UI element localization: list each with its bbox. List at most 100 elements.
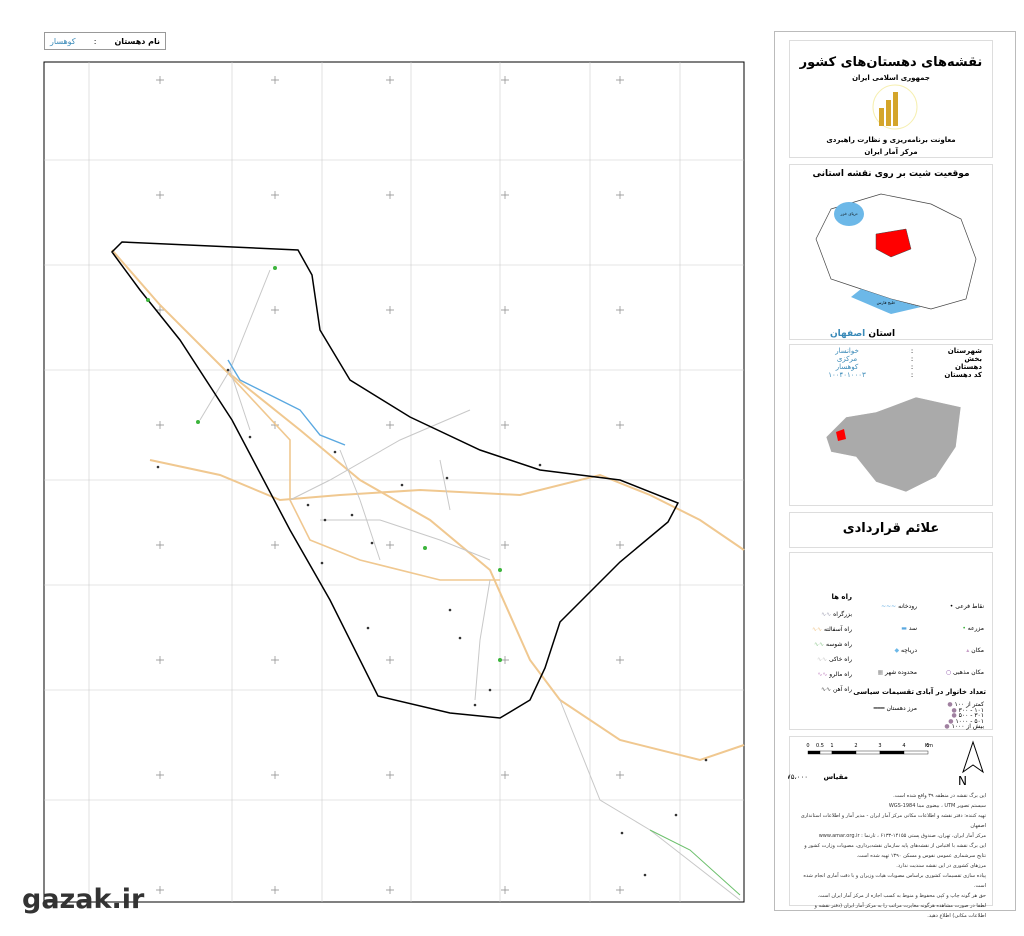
road-dirt: [199, 269, 741, 901]
legend-symbol-icon: ◆: [894, 647, 900, 654]
grid-cross: [501, 421, 509, 429]
grid-cross: [156, 191, 164, 199]
legend-symbol-icon: ∿∿: [821, 686, 832, 693]
scale-segment: [903, 750, 929, 755]
legend-symbol-icon: •: [949, 603, 954, 610]
scale-unit: Km: [925, 743, 933, 749]
note-line: پیاده سازی تقسیمات کشوری براساس مصوبات ه…: [803, 873, 986, 889]
road-asphalt: [111, 249, 745, 762]
province-label: استان: [868, 329, 896, 339]
grid-cross: [156, 306, 164, 314]
legend-symbol-icon: ▴: [966, 647, 970, 654]
legend-symbol-icon: ∿∿: [811, 626, 823, 633]
legend-box: نقاط فرعی • مزرعه • مکان ▴ مکان مذهبی ○ رودخ…: [789, 552, 993, 730]
gulf-label: خلیج فارس: [877, 300, 896, 305]
location-title: موقعیت شیت بر روی نقشه استانی: [812, 169, 970, 179]
village-point: [333, 450, 337, 454]
grid-cross: [271, 656, 279, 664]
note-line: سیستم تصویر UTM ، بیضوی مبنا WGS-1984: [888, 803, 986, 809]
grid-cross: [386, 191, 394, 199]
info-value: کوهسار: [835, 363, 859, 371]
north-arrow-icon: [962, 740, 984, 774]
village-point: [538, 463, 542, 467]
village-point: [366, 626, 370, 630]
legend-symbol-icon: ●: [944, 723, 950, 730]
legend-item: دریاچه ◆: [894, 647, 917, 654]
village-point: [400, 483, 404, 487]
grid-cross: [501, 886, 509, 894]
note-line: مرکز آمار ایران، تهران، صندوق پستی ۱۴۱۵۵…: [818, 833, 986, 839]
scale-tick: 1: [830, 743, 833, 749]
grid-cross: [386, 771, 394, 779]
admin-info: شهرستان: خوانسار بخش: مرکزی دهستان: کوهسار کد …: [790, 345, 992, 381]
grid-cross: [616, 76, 624, 84]
panel-title: نقشه‌های دهستان‌های کشور: [799, 55, 983, 70]
grid-cross: [156, 771, 164, 779]
grid-cross: [616, 656, 624, 664]
scale-segment: [831, 750, 857, 755]
admin-info-box: شهرستان: خوانسار بخش: مرکزی دهستان: کوهسار کد …: [789, 344, 993, 506]
map-notes: این برگ نقشه در منطقه ۳۹ واقع شده است. سی…: [790, 791, 992, 921]
village-point: [350, 513, 354, 517]
grid-cross: [386, 421, 394, 429]
note-line: مرزهای کشوری در این نقشه سندیت ندارد.: [896, 863, 986, 869]
scale-tick: 5: [926, 743, 929, 749]
grid-cross: [156, 541, 164, 549]
map-canvas[interactable]: [0, 0, 770, 936]
grid-cross: [156, 76, 164, 84]
village-point: [248, 435, 252, 439]
legend-item: ۵۰۱ - ۱۰۰۰ ●: [948, 717, 984, 725]
grid-lines: [44, 62, 744, 902]
village-point: [488, 688, 492, 692]
province-map: [825, 396, 962, 493]
village-points: [146, 266, 708, 877]
note-line: حق هر گونه چاپ و کپی محفوظ و منوط به کسب…: [817, 893, 986, 899]
legend-symbol-icon: ∿∿: [817, 671, 828, 678]
grid-cross: [616, 771, 624, 779]
village-point: [674, 813, 678, 817]
farm-point: [146, 298, 150, 302]
grid-cross: [501, 656, 509, 664]
info-value: مرکزی: [836, 355, 858, 363]
caspian-label: دریای خزر: [839, 211, 857, 216]
roads-title: راه ها: [831, 593, 852, 601]
note-line: این برگ نقشه در منطقه ۳۹ واقع شده است.: [893, 793, 986, 799]
rural-district-boundary: [111, 241, 680, 719]
legend-item: رودخانه ~~~: [881, 603, 917, 610]
village-point: [320, 561, 324, 565]
org-line-2: مرکز آمار ایران: [864, 148, 918, 156]
legend-item: مکان ▴: [966, 647, 984, 654]
grid-cross: [501, 191, 509, 199]
legend-symbol-icon: ●: [948, 717, 954, 725]
scale-tick: 4: [902, 743, 905, 749]
info-key: دهستان: [954, 363, 982, 371]
scale-tick: 0: [806, 743, 809, 749]
village-point: [448, 608, 452, 612]
grid-cross: [156, 886, 164, 894]
legend-item: راه خاکی ∿∿: [817, 656, 852, 663]
grid-cross: [616, 541, 624, 549]
grid-cross: [271, 76, 279, 84]
legend-symbol-icon: ∿∿: [821, 611, 832, 618]
village-point: [370, 541, 374, 545]
grid-cross: [386, 306, 394, 314]
info-key: کد دهستان: [944, 371, 982, 379]
legend-symbol-icon: •: [962, 625, 966, 632]
grid-cross: [501, 541, 509, 549]
grid-cross: [271, 771, 279, 779]
grid-cross: [271, 886, 279, 894]
grid-cross: [616, 886, 624, 894]
legend-item: مزرعه •: [962, 625, 984, 632]
grid-cross: [501, 771, 509, 779]
grid-cross: [271, 191, 279, 199]
iran-map: دریای خزر خلیج فارس: [815, 193, 977, 314]
village-point: [306, 503, 310, 507]
north-label: N: [958, 774, 967, 787]
legend-symbol-icon: ○: [945, 669, 952, 676]
info-key: بخش: [964, 355, 982, 363]
scale-bar: 0 0.5 1 2 3 4 5Km مقیاس ۱:۷۵،۰۰۰ N: [781, 740, 984, 788]
legend-symbol-icon: ━━━: [873, 705, 885, 712]
farm-point: [423, 546, 427, 550]
scale-segment: [855, 750, 881, 755]
grid-cross: [616, 306, 624, 314]
